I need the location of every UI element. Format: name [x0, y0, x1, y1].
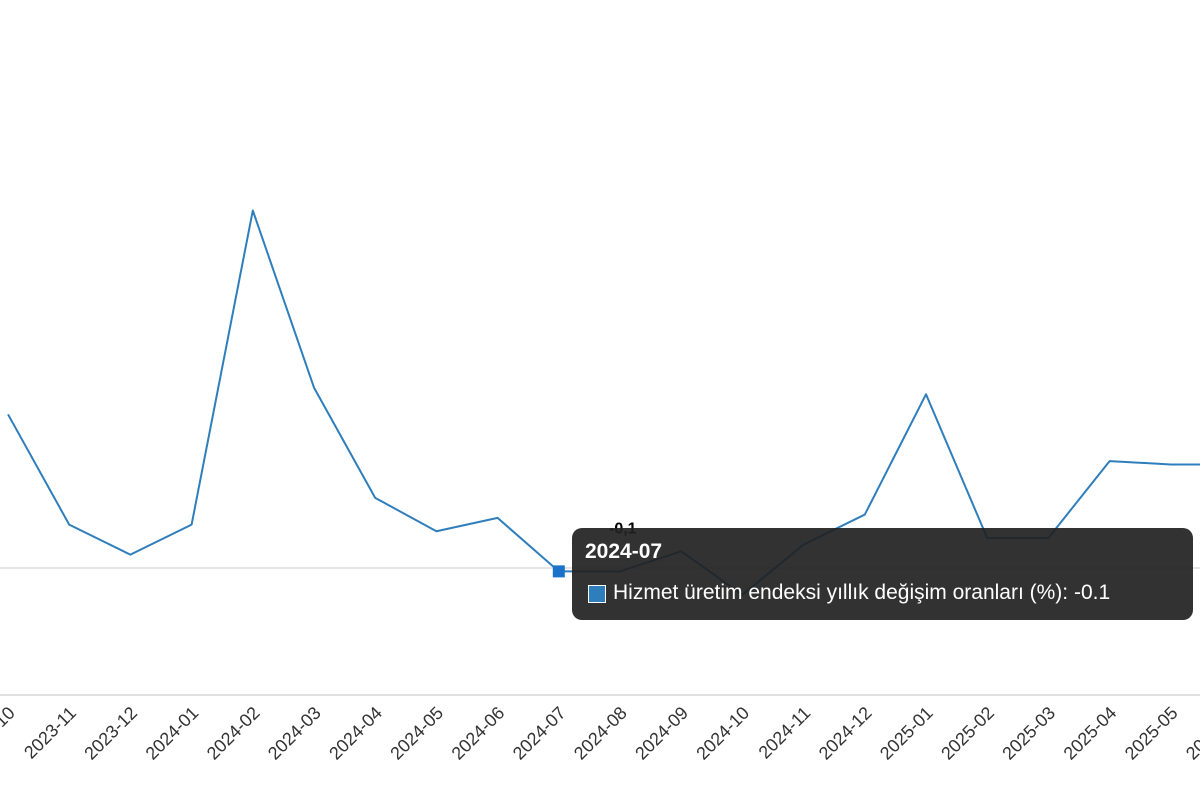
- x-tick-label: 2023-12: [80, 703, 141, 764]
- x-tick-label: 2023-11: [20, 703, 80, 763]
- chart-tooltip: 2024-07 Hizmet üretim endeksi yıllık değ…: [572, 528, 1193, 620]
- x-tick-label: 2023-10: [0, 703, 19, 764]
- x-tick-label: 2024-07: [509, 703, 570, 764]
- tooltip-value-line: Hizmet üretim endeksi yıllık değişim ora…: [613, 581, 1110, 605]
- tooltip-series-swatch: [588, 585, 606, 603]
- x-tick-label: 2024-01: [142, 703, 203, 764]
- x-tick-label: 2025-01: [876, 703, 937, 764]
- x-tick-label: 2024-12: [815, 703, 876, 764]
- x-tick-label: 2025-05: [1121, 703, 1182, 764]
- x-tick-label: 2024-08: [570, 703, 631, 764]
- x-tick-label: 2024-02: [203, 703, 264, 764]
- x-tick-label: 2024-10: [692, 703, 753, 764]
- x-tick-label: 2024-04: [325, 703, 386, 764]
- x-tick-label: 2024-09: [631, 703, 692, 764]
- x-tick-label: 2024-11: [755, 703, 815, 763]
- x-tick-label: 2024-06: [448, 703, 509, 764]
- x-tick-label: 2024-05: [386, 703, 447, 764]
- x-tick-label: 2025-02: [937, 703, 998, 764]
- tooltip-title: 2024-07: [585, 540, 662, 564]
- x-tick-label: 2025-04: [1060, 703, 1121, 764]
- x-tick-label: 2024-03: [264, 703, 325, 764]
- highlight-marker: [553, 565, 565, 577]
- x-tick-label: 2025-03: [998, 703, 1059, 764]
- x-tick-label: 2025-06: [1182, 703, 1200, 764]
